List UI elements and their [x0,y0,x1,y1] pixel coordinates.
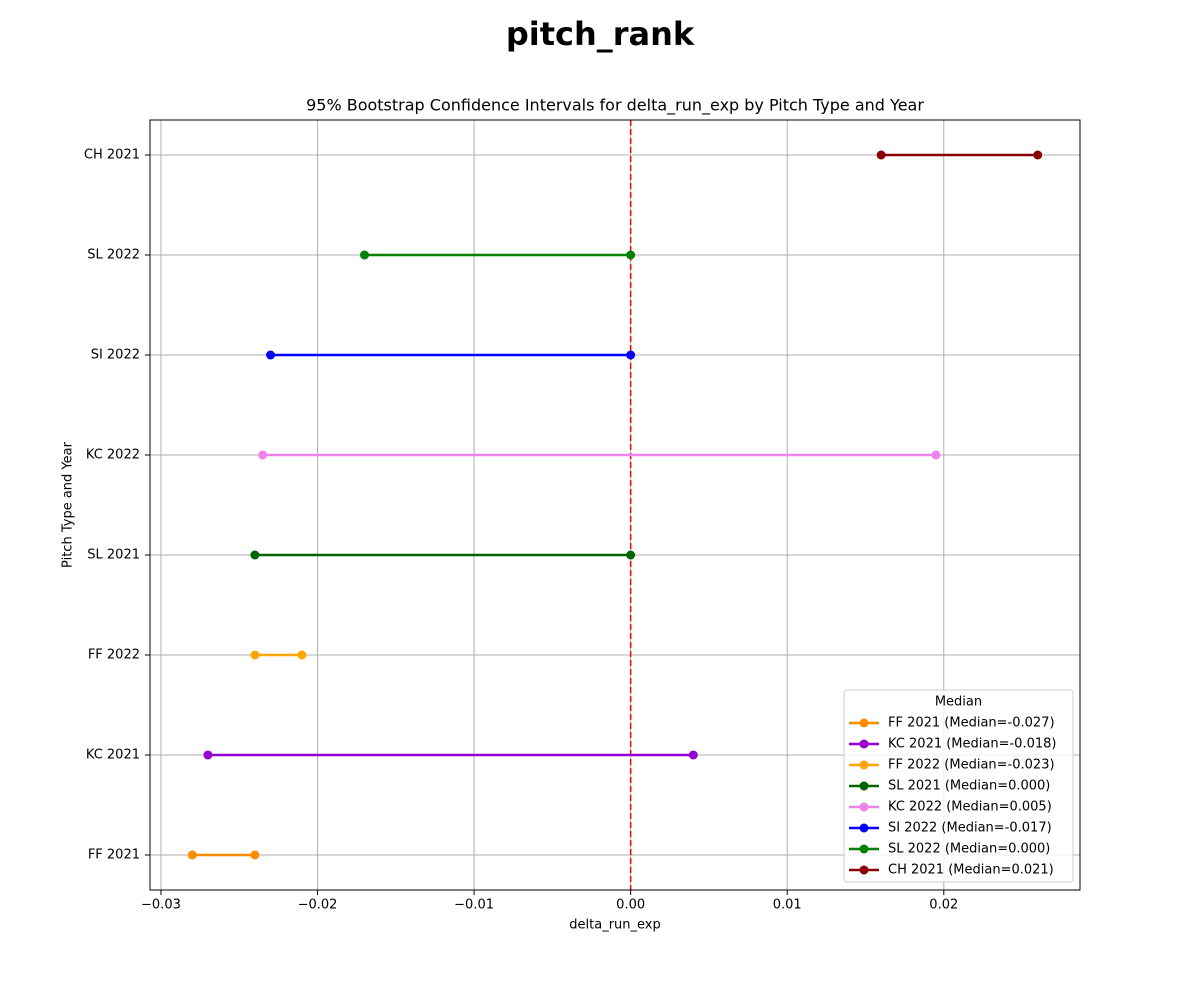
y-axis-label: Pitch Type and Year [61,441,76,568]
interval-end [626,350,636,360]
plot-frame [149,119,1081,891]
legend-marker [859,865,869,875]
legend-box [843,689,1074,883]
legend-label: CH 2021 (Median=0.021) [888,863,1054,878]
x-tick-label: 0.02 [929,898,958,913]
chart-title: 95% Bootstrap Confidence Intervals for d… [306,96,924,116]
interval-end [250,850,260,860]
interval-end [203,750,213,760]
interval-end [297,650,307,660]
legend: Median FF 2021 (Median=-0.027) KC 2021 (Me… [843,689,1074,883]
legend-marker [859,760,869,770]
y-tick-label: FF 2021 [88,848,140,863]
legend-marker [859,718,869,728]
legend-marker [859,739,869,749]
legend-marker [859,781,869,791]
interval-end [876,150,886,160]
legend-marker [859,802,869,812]
interval-end [187,850,197,860]
y-tick-label: SI 2022 [91,348,140,363]
x-tick-label: −0.01 [454,898,494,913]
y-tick-label: CH 2021 [84,148,140,163]
legend-label: SI 2022 (Median=-0.017) [888,821,1052,836]
interval-end [250,550,260,560]
interval-end [359,250,369,260]
interval-end [626,250,636,260]
interval-end [250,650,260,660]
legend-label: KC 2021 (Median=-0.018) [888,737,1056,752]
legend-label: SL 2022 (Median=0.000) [888,842,1050,857]
suptitle: pitch_rank [506,15,695,53]
interval-end [688,750,698,760]
y-tick-label: SL 2021 [87,548,140,563]
legend-marker [859,844,869,854]
x-tick-label: 0.00 [616,898,645,913]
legend-title: Median [935,695,982,710]
interval-end [258,450,268,460]
y-tick-label: SL 2022 [87,248,140,263]
x-axis-label: delta_run_exp [569,918,660,933]
x-tick-label: −0.03 [141,898,181,913]
legend-label: KC 2022 (Median=0.005) [888,800,1052,815]
legend-label: SL 2021 (Median=0.000) [888,779,1050,794]
x-tick-label: −0.02 [298,898,338,913]
legend-marker [859,823,869,833]
interval-end [931,450,941,460]
x-tick-label: 0.01 [773,898,802,913]
y-tick-label: FF 2022 [88,648,140,663]
interval-end [626,550,636,560]
legend-label: FF 2022 (Median=-0.023) [888,758,1055,773]
y-tick-label: KC 2022 [86,448,140,463]
interval-end [266,350,276,360]
interval-end [1033,150,1043,160]
legend-label: FF 2021 (Median=-0.027) [888,716,1055,731]
y-tick-label: KC 2021 [86,748,140,763]
